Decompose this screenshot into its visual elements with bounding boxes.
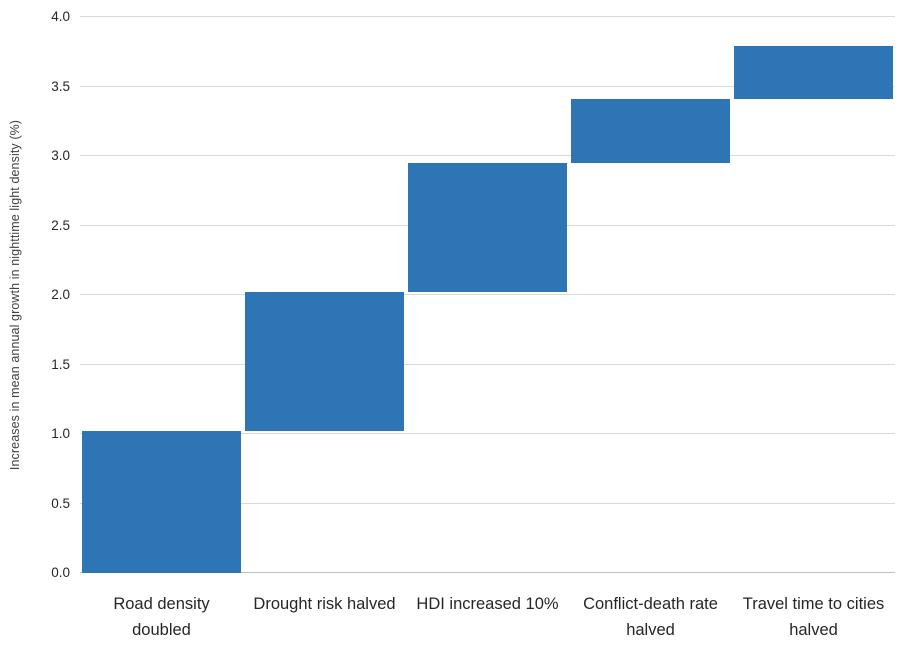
gridline-4.0 [80, 16, 895, 17]
bar-road-density-doubled [81, 431, 242, 573]
x-label-hdi-increased-10: HDI increased 10% [416, 595, 559, 613]
y-tick-label-1.5: 1.5 [51, 356, 70, 372]
y-tick-label-0.0: 0.0 [51, 565, 70, 580]
x-axis-line [80, 572, 895, 573]
y-tick-label-2.0: 2.0 [51, 287, 70, 302]
gridline-3.0 [80, 155, 895, 156]
y-tick-label-4.0: 4.0 [51, 9, 70, 24]
bar-drought-risk-halved [244, 292, 405, 432]
plot-area [80, 16, 895, 573]
gridline-0.5 [80, 502, 895, 504]
bar-conflict-death-rate-halved [570, 99, 731, 163]
bar-travel-time-to-cities-halved [733, 46, 894, 100]
y-axis-tick-labels: 0.0 0.5 1.0 1.5 2.0 2.5 3.0 3.5 4.0 [0, 9, 70, 580]
gridline-1.5 [80, 363, 895, 365]
x-label-road-density-doubled: Road density doubled [113, 595, 210, 639]
bar-hdi-increased-10 [407, 162, 568, 293]
x-axis-category-labels: Road density doubled Drought risk halved H… [80, 592, 895, 643]
x-label-conflict-death-rate-halved: Conflict-death rate halved [583, 595, 718, 639]
y-tick-label-3.0: 3.0 [51, 148, 70, 163]
y-tick-label-2.5: 2.5 [51, 217, 70, 233]
gridline-1.0 [80, 433, 895, 434]
y-tick-label-1.0: 1.0 [51, 426, 70, 441]
x-label-drought-risk-halved: Drought risk halved [253, 595, 396, 613]
y-tick-label-0.5: 0.5 [51, 495, 70, 511]
x-label-travel-time-to-cities-halved: Travel time to cities halved [742, 595, 885, 639]
y-tick-label-3.5: 3.5 [51, 78, 70, 94]
gridline-3.5 [80, 85, 895, 87]
gridline-2.0 [80, 294, 895, 295]
